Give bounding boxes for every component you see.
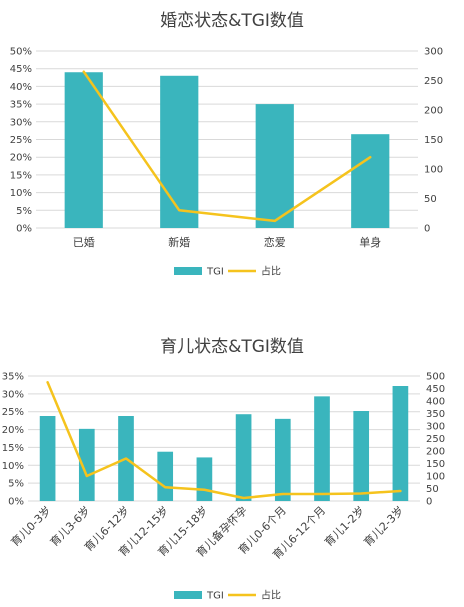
y-left-tick-label: 20% [10, 153, 32, 164]
chart-title: 婚恋状态&TGI数值 [160, 10, 304, 31]
y-left-tick-label: 45% [10, 64, 32, 75]
line-series [46, 381, 402, 500]
y-right-tick-label: 300 [424, 47, 443, 58]
line-series [82, 70, 372, 223]
y-right-tick-label: 300 [426, 422, 445, 433]
y-left-tick-label: 15% [10, 170, 32, 181]
bar [160, 75, 199, 228]
y-left-tick-label: 15% [2, 443, 24, 454]
y-right-tick-label: 100 [424, 165, 443, 176]
bar [157, 451, 174, 501]
y-left-tick-label: 5% [8, 479, 24, 490]
marriage-chart: 婚恋状态&TGI数值 0% 5% 10% 15% 20% 25% 30% 35% 40% 45% 50… [0, 0, 464, 300]
bar [314, 396, 330, 501]
category-label: 新婚 [168, 235, 190, 249]
y-right-tick-label: 200 [424, 106, 443, 117]
y-right-tick-label: 450 [426, 384, 445, 395]
y-left-tick-label: 50% [10, 47, 32, 58]
y-right-tick-label: 0 [424, 224, 430, 235]
parenting-chart: 育儿状态&TGI数值 0% 5% 10% 15% 20% 25% 30% 35% 0 50 100 15… [0, 328, 464, 607]
bar [392, 386, 409, 501]
y-right-tick-label: 150 [424, 135, 443, 146]
bar [64, 72, 103, 229]
legend-bar-swatch [174, 591, 202, 599]
y-right-tick-label: 100 [426, 472, 445, 483]
bar [235, 414, 252, 501]
y-left-tick-label: 5% [16, 206, 32, 217]
category-label: 已婚 [73, 235, 95, 249]
bar [353, 411, 370, 501]
y-right-tick-label: 250 [426, 434, 445, 445]
bar [255, 104, 294, 228]
y-right-tick-label: 50 [424, 194, 437, 205]
y-right-tick-label: 0 [426, 497, 432, 508]
legend-label: TGI [206, 267, 224, 278]
y-right-tick-label: 400 [426, 397, 445, 408]
y-right-tick-label: 200 [426, 447, 445, 458]
y-left-tick-label: 30% [10, 117, 32, 128]
y-left-tick-label: 35% [2, 372, 24, 383]
legend-label: TGI [206, 591, 224, 602]
y-right-tick-label: 350 [426, 409, 445, 420]
y-right-tick-label: 250 [424, 76, 443, 87]
y-left-tick-label: 10% [10, 188, 32, 199]
y-left-tick-label: 10% [2, 461, 24, 472]
y-left-tick-label: 40% [10, 82, 32, 93]
chart-title: 育儿状态&TGI数值 [160, 337, 304, 357]
y-left-tick-label: 20% [2, 425, 24, 436]
legend-label: 占比 [261, 589, 281, 602]
y-left-tick-label: 25% [2, 407, 24, 418]
y-left-tick-label: 25% [10, 135, 32, 146]
y-left-tick-label: 35% [10, 100, 32, 111]
y-right-tick-label: 50 [426, 484, 439, 495]
y-left-tick-label: 30% [2, 389, 24, 400]
bar [78, 428, 95, 501]
y-left-tick-label: 0% [8, 497, 24, 508]
marriage-chart-svg: 婚恋状态&TGI数值 0% 5% 10% 15% 20% 25% 30% 35% 40% 45% 50… [10, 10, 443, 278]
bar [196, 457, 213, 501]
legend-bar-swatch [174, 267, 202, 275]
category-label: 恋爱 [264, 235, 286, 249]
bar [351, 134, 390, 228]
bar [274, 418, 291, 501]
y-left-tick-label: 0% [16, 224, 32, 235]
category-label: 单身 [359, 235, 381, 249]
bar [39, 416, 56, 501]
legend-label: 占比 [261, 265, 281, 278]
y-right-tick-label: 500 [426, 372, 445, 383]
y-right-tick-label: 150 [426, 459, 445, 470]
category-label: 育儿1-2岁 [321, 503, 367, 549]
category-label: 育儿0-3岁 [8, 503, 54, 549]
category-label: 育儿2-3岁 [361, 503, 407, 549]
